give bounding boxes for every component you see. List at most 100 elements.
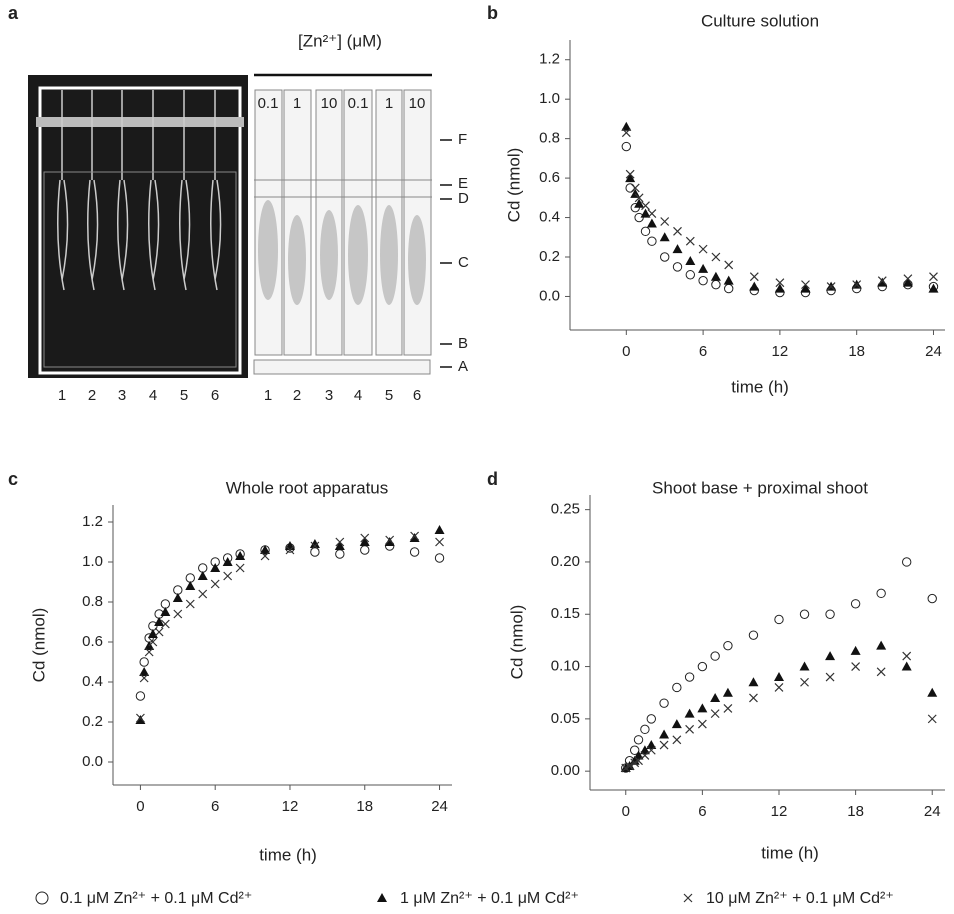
point: [646, 218, 657, 228]
point: [160, 619, 170, 629]
point: [825, 672, 835, 682]
point: [774, 614, 784, 625]
point: [723, 275, 734, 285]
point: [210, 563, 221, 572]
point: [697, 661, 708, 672]
point: [749, 693, 758, 703]
zone-label: E: [458, 175, 468, 192]
x-tick-label: 0: [622, 343, 630, 360]
point: [659, 729, 670, 739]
point: [799, 609, 810, 619]
x-tick-label: 0: [622, 803, 630, 820]
point: [172, 593, 183, 602]
point: [633, 735, 644, 745]
point: [634, 198, 645, 208]
y-tick-label: 0.0: [82, 753, 103, 770]
x-tick-label: 12: [772, 343, 789, 360]
point: [148, 637, 158, 647]
legend-marker: [683, 893, 693, 903]
y-tick-label: 1.0: [539, 90, 560, 107]
y-axis-label: Cd (nmol): [504, 148, 523, 223]
plant-label: 6: [211, 387, 219, 404]
point: [434, 525, 445, 534]
point: [698, 263, 709, 273]
x-tick-label: 24: [925, 343, 942, 360]
point: [877, 276, 887, 286]
lane-label: 10: [321, 95, 338, 112]
point: [698, 275, 708, 286]
lane-label: 1: [293, 95, 301, 112]
point: [360, 533, 370, 543]
zone-arrows: [440, 139, 452, 368]
lane-signal: [258, 200, 426, 305]
lane-label: 10: [409, 95, 426, 112]
x-tick-label: 6: [698, 803, 706, 820]
point: [625, 761, 635, 771]
point: [773, 672, 784, 682]
point: [260, 551, 270, 561]
point: [309, 539, 320, 548]
point: [640, 751, 650, 760]
y-tick-label: 0.0: [539, 287, 560, 304]
lane-number: 4: [354, 387, 362, 404]
point: [135, 715, 146, 724]
point: [335, 549, 345, 559]
point: [826, 282, 836, 292]
point: [139, 673, 149, 683]
point: [825, 651, 836, 661]
y-tick-label: 0.15: [551, 605, 580, 622]
tubes: [43, 171, 237, 368]
point: [774, 283, 785, 293]
x-tick-label: 18: [847, 803, 864, 820]
point: [646, 740, 657, 750]
x-tick-label: 12: [771, 803, 788, 820]
point: [154, 617, 165, 626]
point: [928, 283, 939, 293]
point: [625, 169, 635, 179]
x-tick-label: 0: [136, 798, 144, 815]
panel-letter: c: [8, 469, 18, 489]
point: [154, 627, 164, 637]
point: [139, 667, 150, 676]
point: [409, 533, 420, 542]
point: [634, 756, 643, 766]
x-tick-label: 12: [282, 798, 299, 815]
lane-label: 1: [385, 95, 393, 112]
point: [800, 283, 811, 293]
point: [685, 724, 695, 734]
point: [659, 698, 669, 708]
point: [710, 651, 720, 661]
point: [852, 280, 862, 290]
point: [621, 128, 631, 138]
y-tick-label: 0.8: [539, 130, 560, 147]
panel-letter: d: [487, 469, 498, 489]
chart-title: Culture solution: [701, 11, 819, 30]
point: [876, 667, 886, 677]
x-tick-label: 6: [211, 798, 219, 815]
chart-title: Shoot base + proximal shoot: [652, 478, 868, 497]
point: [335, 537, 345, 547]
point: [198, 589, 208, 599]
point: [801, 280, 810, 290]
x-tick-label: 6: [699, 343, 707, 360]
y-tick-label: 0.00: [551, 762, 580, 779]
zone-lines: [254, 179, 432, 198]
lane-number: 6: [413, 387, 421, 404]
point: [659, 740, 669, 750]
point: [748, 630, 759, 640]
point: [384, 537, 395, 546]
y-tick-label: 0.4: [82, 673, 103, 690]
point: [639, 745, 650, 755]
plant-label: 4: [149, 387, 157, 404]
point: [409, 547, 420, 557]
x-axis-label: time (h): [259, 845, 317, 864]
point: [723, 703, 733, 713]
point: [710, 692, 721, 702]
panel-letter: b: [487, 3, 498, 23]
point: [640, 724, 650, 735]
point: [698, 244, 708, 254]
point: [697, 703, 708, 713]
point: [135, 691, 146, 701]
point: [927, 593, 937, 604]
